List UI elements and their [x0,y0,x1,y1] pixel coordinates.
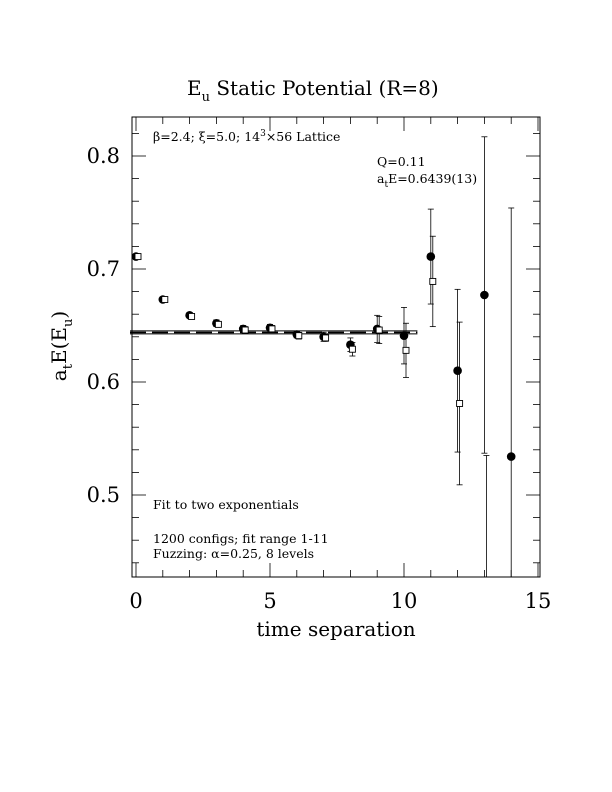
fit-note-annotation: Fit to two exponentials [153,497,299,512]
fit-energy-annotation: atE=0.6439(13) [377,171,477,190]
plot-frame [131,116,541,578]
data-point-square [214,320,222,328]
data-point-square [375,326,383,334]
q-annotation: Q=0.11 [377,154,426,169]
chart-title: Eu Static Potential (R=8) [187,76,439,105]
data-point-circle [399,331,409,340]
data-point-square [456,400,464,407]
y-axis-label: atE(Eu) [47,311,76,381]
x-tick-label: 15 [525,589,552,613]
y-tick-label: 0.6 [87,370,120,394]
data-point-square [188,313,196,320]
data-point-circle [506,452,516,461]
y-axis: 0.5 0.6 0.7 0.8 [87,132,540,564]
configs-annotation: 1200 configs; fit range 1-11 [153,531,329,546]
data-point-square [161,296,169,303]
x-axis: 0 5 10 15 [129,117,551,613]
x-tick-label: 10 [391,589,418,613]
data-point-square [348,345,356,353]
fuzzing-annotation: Fuzzing: α=0.25, 8 levels [153,546,314,561]
x-tick-label: 5 [263,589,276,613]
x-axis-label: time separation [256,617,415,641]
y-tick-label: 0.5 [87,483,120,507]
data-point-square [295,332,303,340]
data-point-square [241,326,249,334]
data-point-square [402,346,410,354]
data-point-circle [426,252,436,261]
data-marks [131,136,516,577]
data-point-circle [480,290,489,300]
lattice-annotation: β=2.4; ξ=5.0; 143×56 Lattice [153,129,340,144]
data-point-square [322,334,330,342]
y-tick-label: 0.8 [87,144,120,168]
data-point-circle [453,366,462,376]
x-tick-label: 0 [129,589,142,613]
plot-border [131,116,541,578]
data-point-square [429,277,437,285]
data-point-square [268,325,276,333]
y-tick-label: 0.7 [87,257,120,281]
data-point-square [134,253,142,261]
